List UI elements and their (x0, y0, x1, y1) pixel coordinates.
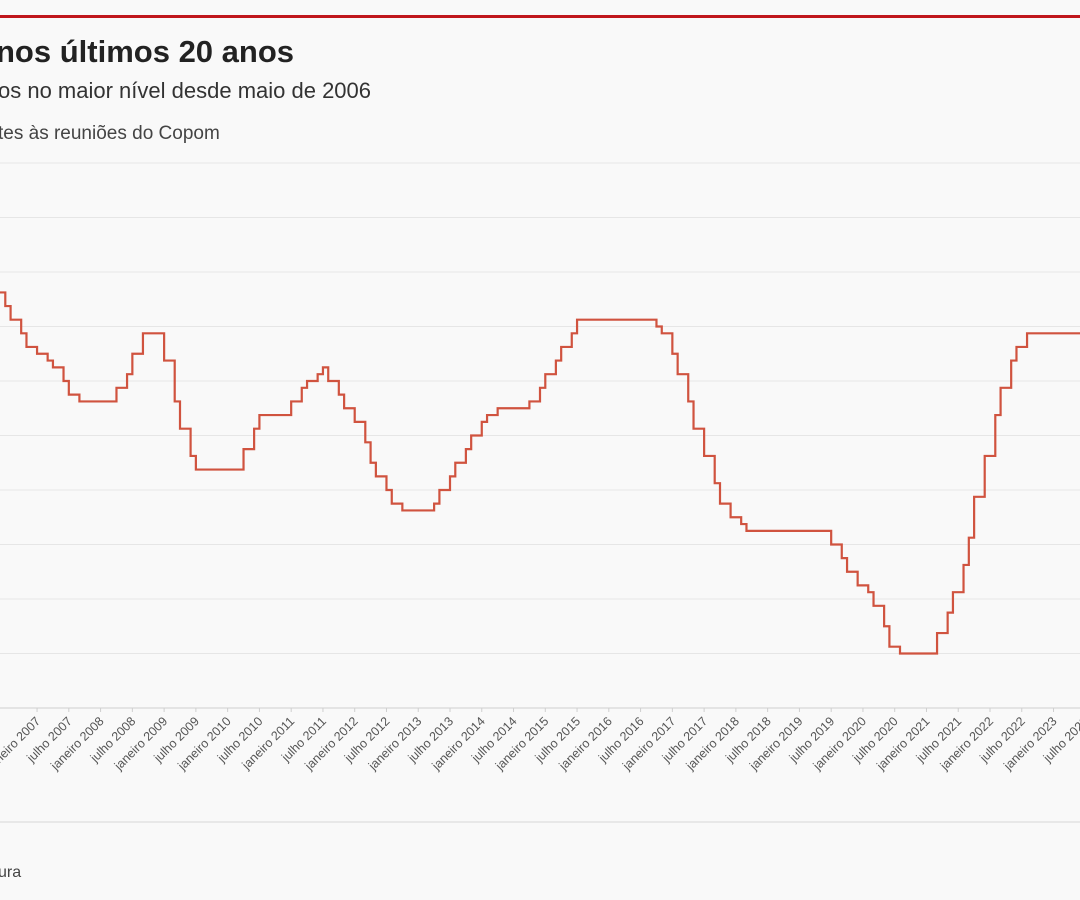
chart-note: tes às reuniões do Copom (0, 123, 220, 144)
chart-title: nos últimos 20 anos (0, 34, 294, 69)
series-line (0, 291, 1080, 655)
source: ura (0, 864, 21, 881)
chart-subtitle: os no maior nível desde maio de 2006 (0, 78, 371, 103)
top-bar (0, 15, 1080, 18)
